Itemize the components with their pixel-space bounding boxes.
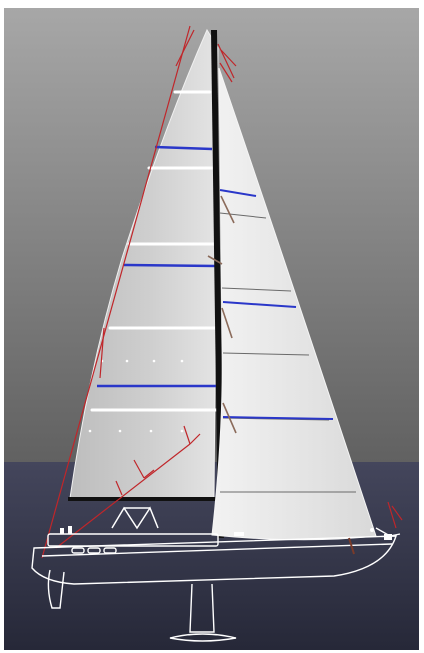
render-frame xyxy=(4,8,419,650)
jib-draft-stripes xyxy=(219,189,334,420)
jib xyxy=(211,67,377,541)
bimini-frame xyxy=(111,506,159,530)
spreader-struts xyxy=(207,195,237,434)
sailboat-render xyxy=(4,8,419,650)
hull xyxy=(31,527,401,642)
mainsail-battens xyxy=(90,90,220,412)
anchor-line xyxy=(348,537,355,555)
rigging xyxy=(41,25,403,559)
jib-seams xyxy=(219,212,356,493)
mainsail-draft-stripes xyxy=(97,145,218,388)
deck-fittings xyxy=(60,526,392,540)
mainsail xyxy=(68,28,220,501)
